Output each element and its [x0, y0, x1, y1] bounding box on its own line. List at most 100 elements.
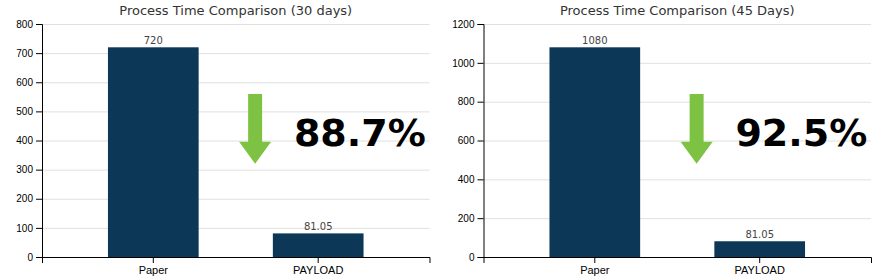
annotation: 88.7% — [294, 111, 426, 155]
bar — [273, 233, 364, 257]
x-axis-line — [43, 258, 431, 264]
y-tick: 300 — [16, 164, 42, 175]
grid-line — [42, 228, 430, 229]
y-tick: 1200 — [452, 19, 483, 30]
grid-line — [484, 179, 872, 180]
x-tick: Paper — [580, 257, 610, 276]
grid-tick — [42, 24, 430, 25]
y-tick-label: 300 — [16, 164, 33, 175]
y-tick: 0 — [469, 252, 484, 263]
annotation: 92.5% — [735, 111, 867, 155]
y-tick-mark — [478, 257, 484, 258]
x-tick-label: PAYLOAD — [293, 264, 343, 276]
x-tick: PAYLOAD — [293, 257, 343, 276]
grid-line — [484, 24, 872, 25]
bar — [108, 47, 199, 257]
grid-tick — [484, 179, 872, 180]
y-tick-label: 500 — [16, 106, 33, 117]
y-tick-mark — [36, 257, 42, 258]
y-tick-mark — [478, 102, 484, 103]
bar — [549, 47, 640, 257]
grid-tick — [484, 24, 872, 25]
y-tick-label: 1000 — [452, 58, 475, 69]
title: Process Time Comparison (45 Days) — [560, 3, 795, 18]
y-tick-mark — [36, 170, 42, 171]
y-tick-label: 0 — [27, 252, 33, 263]
y-tick: 600 — [458, 135, 484, 146]
grid-line — [484, 218, 872, 219]
y-tick-mark — [36, 141, 42, 142]
grid-line — [42, 199, 430, 200]
x-axis: Paper PAYLOAD — [484, 257, 872, 276]
grid-tick — [484, 102, 872, 103]
y-tick-label: 0 — [469, 252, 475, 263]
x-tick-label: PAYLOAD — [735, 264, 785, 276]
y-tick-label: 800 — [458, 96, 475, 107]
y-tick-mark — [36, 82, 42, 83]
x-tick-mark — [318, 257, 319, 263]
x-axis-line — [484, 258, 872, 264]
grid-tick — [42, 82, 430, 83]
y-tick-label: 700 — [16, 48, 33, 59]
y-tick-mark — [478, 179, 484, 180]
grid — [484, 25, 872, 258]
x-tick-label: Paper — [580, 264, 610, 276]
y-tick-label: 400 — [16, 135, 33, 146]
y-tick-mark — [478, 141, 484, 142]
grid-line — [484, 102, 872, 103]
y-tick-label: 100 — [16, 223, 33, 234]
x-tick-mark — [594, 257, 595, 263]
y-tick: 100 — [16, 223, 42, 234]
y-tick-label: 600 — [16, 77, 33, 88]
y-axis-line — [36, 25, 43, 258]
y-tick: 600 — [16, 77, 42, 88]
y-tick-label: 400 — [458, 174, 475, 185]
y-tick-mark — [478, 218, 484, 219]
y-tick: 200 — [16, 193, 42, 204]
x-axis: PaperPAYLOAD — [43, 257, 431, 276]
panel: 0 100 200 300 400 500 600 700 800 PaperPAYLOAD 720… — [16, 3, 430, 276]
y-axis: 0 200 400 600 800 1000 1200 — [452, 19, 484, 263]
grid-line — [42, 82, 430, 83]
grid-tick — [42, 228, 430, 229]
y-tick-mark — [36, 53, 42, 54]
y-tick-label: 600 — [458, 135, 475, 146]
y-tick: 400 — [458, 174, 484, 185]
grid-line — [42, 170, 430, 171]
grid-line — [484, 63, 872, 64]
grid-tick — [42, 53, 430, 54]
x-tick-mark — [153, 257, 154, 263]
y-tick-mark — [36, 228, 42, 229]
arrow — [681, 94, 713, 164]
x-tick: PAYLOAD — [735, 257, 785, 276]
y-tick-mark — [478, 24, 484, 25]
title: Process Time Comparison (30 days) — [119, 3, 352, 18]
panel: 0 200 400 600 800 1000 1200 Paper PAYLOAD 1080 81.… — [452, 3, 871, 276]
grid-line — [42, 53, 430, 54]
data-label: 81.05 — [745, 229, 774, 240]
y-axis: 0 100 200 300 400 500 600 700 800 — [16, 19, 42, 263]
y-tick-mark — [36, 24, 42, 25]
grid-tick — [484, 218, 872, 219]
grid-tick — [42, 199, 430, 200]
y-tick-mark — [478, 63, 484, 64]
data-label: 1080 — [582, 35, 607, 46]
data-label: 720 — [144, 35, 163, 46]
figure: 0 100 200 300 400 500 600 700 800 Paper PAYLOAD 720… — [0, 0, 883, 279]
y-tick-mark — [36, 111, 42, 112]
grid-tick — [42, 170, 430, 171]
y-tick: 800 — [16, 19, 42, 30]
y-tick-label: 200 — [458, 213, 475, 224]
y-tick: 1000 — [452, 58, 483, 69]
y-tick: 400 — [16, 135, 42, 146]
grid-tick — [484, 63, 872, 64]
y-tick-mark — [36, 199, 42, 200]
grid — [42, 25, 430, 258]
x-tick-mark — [759, 257, 760, 263]
y-tick-label: 200 — [16, 193, 33, 204]
y-tick-label: 800 — [16, 19, 33, 30]
y-tick: 700 — [16, 48, 42, 59]
y-tick: 0 — [27, 252, 42, 263]
y-tick: 500 — [16, 106, 42, 117]
arrow — [239, 94, 271, 164]
